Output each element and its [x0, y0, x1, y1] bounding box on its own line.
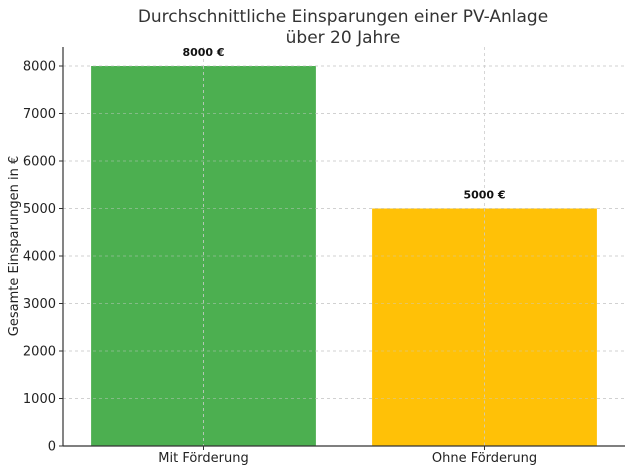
y-tick-label: 4000 [23, 250, 56, 265]
y-tick-label: 6000 [23, 155, 56, 170]
tick-and-data-labels: 0 1000 2000 3000 4000 5000 6000 7000 8000 Mit För… [23, 46, 537, 466]
y-axis-label: Gesamte Einsparungen in € [7, 156, 22, 336]
y-tick-label: 1000 [23, 392, 56, 407]
y-tick-label: 8000 [23, 60, 56, 75]
chart-title-line-2: über 20 Jahre [286, 28, 401, 48]
chart-title-line-1: Durchschnittliche Einsparungen einer PV-… [138, 7, 548, 27]
y-tick-label: 3000 [23, 297, 56, 312]
bar [372, 208, 597, 446]
data-label: 5000 € [463, 189, 505, 202]
axes [59, 47, 625, 450]
y-tick-label: 5000 [23, 202, 56, 217]
x-tick-label: Mit Förderung [158, 451, 248, 466]
y-tick-label: 2000 [23, 345, 56, 360]
x-tick-label: Ohne Förderung [432, 451, 537, 466]
data-label: 8000 € [182, 46, 224, 59]
y-tick-label: 7000 [23, 107, 56, 122]
y-tick-label: 0 [48, 440, 56, 455]
